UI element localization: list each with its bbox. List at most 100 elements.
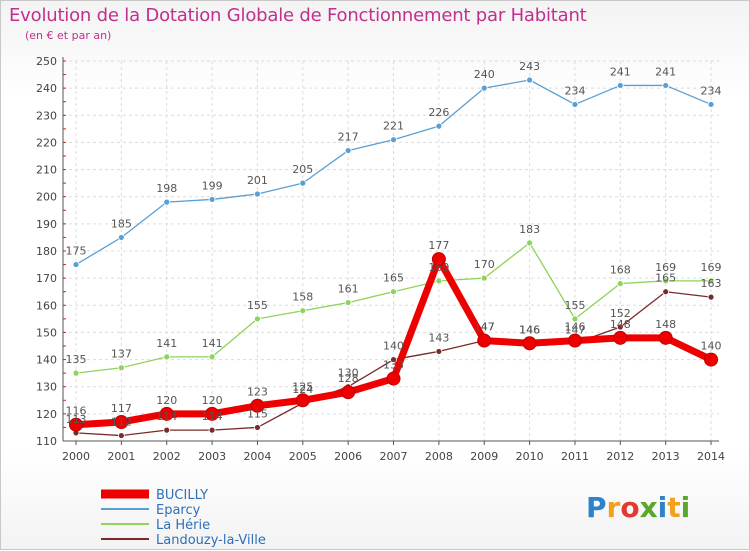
data-point xyxy=(341,385,356,400)
data-label: 175 xyxy=(66,245,87,258)
grid-lines xyxy=(63,60,719,442)
series-group xyxy=(69,76,719,439)
x-tick-label: 2003 xyxy=(198,450,226,463)
data-label: 148 xyxy=(655,318,676,331)
x-tick-label: 2002 xyxy=(153,450,181,463)
data-label: 141 xyxy=(156,337,177,350)
data-point xyxy=(616,323,624,331)
data-point xyxy=(571,101,579,108)
y-tick-label: 230 xyxy=(36,109,57,122)
data-label: 117 xyxy=(111,402,132,415)
data-point xyxy=(69,417,83,432)
data-point xyxy=(386,371,401,386)
data-point xyxy=(616,280,624,287)
y-tick-label: 130 xyxy=(36,381,57,394)
data-label: 143 xyxy=(428,331,449,344)
data-label: 130 xyxy=(338,367,359,380)
data-label: 141 xyxy=(202,337,223,350)
data-label: 241 xyxy=(655,65,676,78)
data-label: 155 xyxy=(564,299,585,312)
legend-label: Landouzy-la-Ville xyxy=(156,533,266,548)
data-label: 234 xyxy=(701,84,722,97)
data-label: 168 xyxy=(610,264,631,277)
data-label: 116 xyxy=(66,405,87,418)
data-label: 113 xyxy=(66,413,87,426)
data-label: 146 xyxy=(564,321,585,334)
x-tick-label: 2011 xyxy=(561,450,589,463)
data-label: 114 xyxy=(156,410,177,423)
x-tick-labels: 2000 2001 2002 2003 2004 2005 2006 2007 2008 2009… xyxy=(62,450,725,463)
data-point xyxy=(250,398,265,413)
y-tick-label: 190 xyxy=(36,218,57,231)
data-label: 170 xyxy=(474,258,495,271)
data-label: 155 xyxy=(247,299,268,312)
y-tick-label: 240 xyxy=(36,82,57,95)
data-label: 183 xyxy=(519,223,540,236)
data-label: 133 xyxy=(383,359,404,372)
y-tick-label: 250 xyxy=(36,55,57,68)
y-tick-label: 110 xyxy=(36,435,57,448)
data-point xyxy=(159,406,174,421)
axes xyxy=(62,57,719,445)
data-label: 205 xyxy=(292,163,313,176)
x-tick-label: 2010 xyxy=(516,450,544,463)
data-label: 165 xyxy=(383,272,404,285)
legend-label: BUCILLY xyxy=(156,488,208,503)
y-tick-label: 180 xyxy=(36,245,57,258)
data-label: 112 xyxy=(111,416,132,429)
data-label: 243 xyxy=(519,60,540,73)
data-labels: 175 185 198 199 201 205 217 221 226 240 243 234 241 2… xyxy=(66,60,722,429)
data-label: 165 xyxy=(655,272,676,285)
data-label: 158 xyxy=(292,291,313,304)
data-point xyxy=(72,261,80,268)
data-point xyxy=(390,136,397,144)
data-point xyxy=(658,330,673,345)
y-tick-label: 140 xyxy=(36,354,57,367)
data-point xyxy=(208,353,216,361)
data-point xyxy=(662,277,670,285)
data-point xyxy=(613,330,628,345)
data-label: 169 xyxy=(428,261,449,274)
data-label: 115 xyxy=(247,407,268,420)
data-label: 241 xyxy=(610,65,631,78)
x-tick-label: 2005 xyxy=(289,450,317,463)
data-point xyxy=(662,288,670,296)
data-point xyxy=(390,356,397,363)
data-label: 120 xyxy=(156,394,177,407)
data-label: 177 xyxy=(428,239,449,252)
data-point xyxy=(254,315,261,323)
data-point xyxy=(72,369,80,377)
data-point xyxy=(114,415,129,429)
data-point xyxy=(567,333,582,348)
data-point xyxy=(571,315,579,323)
data-label: 152 xyxy=(610,307,631,320)
data-label: 125 xyxy=(292,380,313,393)
y-tick-label: 170 xyxy=(36,272,57,285)
data-label: 146 xyxy=(519,323,540,336)
x-tick-label: 2014 xyxy=(697,450,725,463)
data-label: 140 xyxy=(383,340,404,353)
data-point xyxy=(707,293,715,301)
data-point xyxy=(526,239,533,247)
y-tick-label: 150 xyxy=(36,326,57,339)
x-tick-label: 2000 xyxy=(62,450,90,463)
data-point xyxy=(526,76,533,84)
data-label: 140 xyxy=(701,340,722,353)
data-point xyxy=(163,353,171,361)
data-point xyxy=(254,190,261,198)
data-label: 114 xyxy=(202,410,223,423)
data-point xyxy=(208,196,216,203)
data-point xyxy=(295,393,310,408)
data-point xyxy=(163,198,171,206)
data-point xyxy=(431,252,446,267)
data-label: 240 xyxy=(474,68,495,81)
data-label: 221 xyxy=(383,120,404,133)
x-tick-label: 2004 xyxy=(243,450,271,463)
y-tick-labels: 110 120 130 140 150 160 170 180 190 200 210 220 230 2… xyxy=(36,55,57,448)
data-point xyxy=(704,352,719,367)
data-point xyxy=(662,82,670,89)
x-tick-label: 2012 xyxy=(606,450,634,463)
